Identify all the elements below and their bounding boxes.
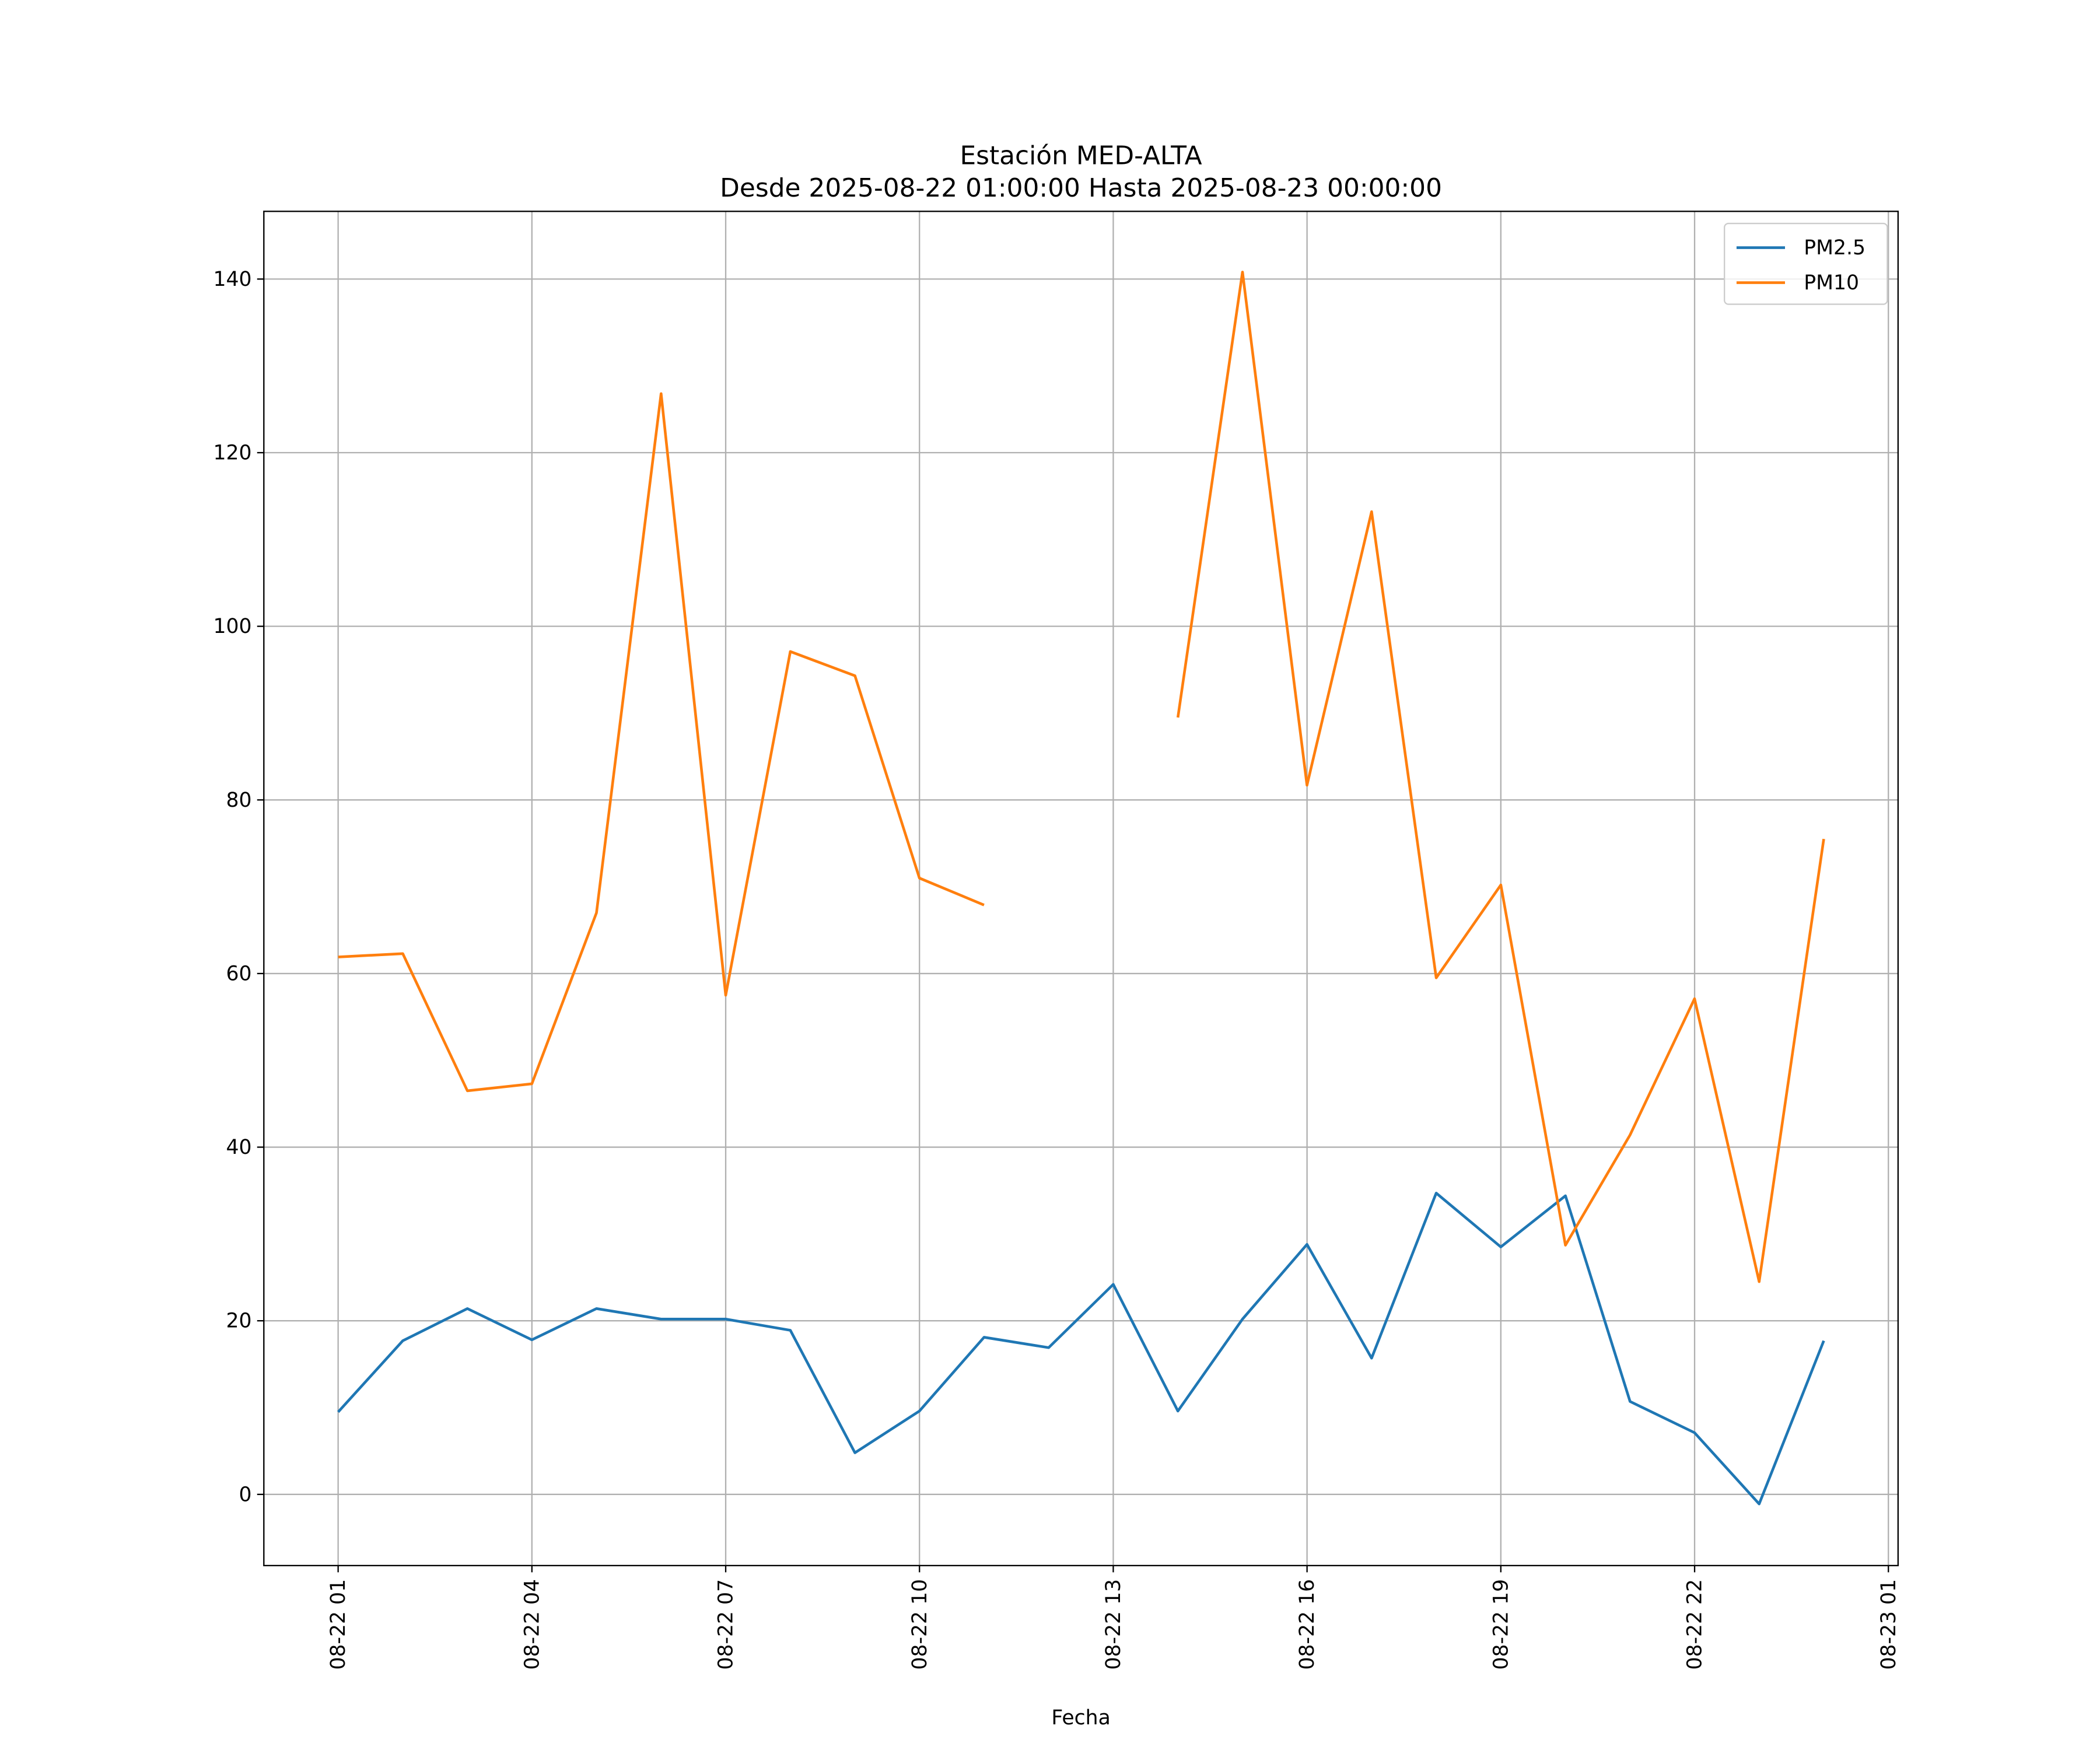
y-tick-label: 0: [239, 1483, 252, 1506]
x-tick-label: 08-22 10: [908, 1579, 932, 1670]
series-line-pm10: [1176, 271, 1825, 1283]
series-line-pm10: [338, 392, 985, 1093]
x-tick-label: 08-22 22: [1684, 1579, 1707, 1670]
legend-label: PM2.5: [1804, 236, 1866, 260]
x-tick-label: 08-22 19: [1489, 1579, 1513, 1670]
y-tick-label: 120: [213, 442, 251, 465]
y-tick-label: 40: [226, 1136, 251, 1159]
chart-subtitle: Desde 2025-08-22 01:00:00 Hasta 2025-08-…: [720, 173, 1442, 203]
x-tick-label: 08-22 07: [715, 1579, 738, 1670]
y-tick-label: 140: [213, 268, 251, 291]
y-tick-label: 80: [226, 789, 251, 812]
x-axis-label: Fecha: [1051, 1706, 1110, 1730]
y-axis: 0 20 40 60 80 100 120 140: [213, 268, 264, 1506]
legend: PM2.5 PM10: [1723, 222, 1888, 305]
x-tick-label: 08-22 13: [1102, 1579, 1125, 1670]
x-tick-label: 08-22 01: [327, 1579, 350, 1670]
y-tick-label: 60: [226, 962, 251, 985]
x-tick-label: 08-22 16: [1296, 1579, 1319, 1670]
grid: [264, 211, 1898, 1566]
x-tick-label: 08-23 01: [1877, 1579, 1901, 1670]
chart-title: Estación MED-ALTA: [960, 141, 1202, 171]
y-tick-label: 20: [226, 1310, 251, 1333]
series-line-pm25: [337, 1191, 1825, 1506]
x-tick-label: 08-22 04: [520, 1579, 544, 1670]
x-axis: 08-22 01 08-22 04 08-22 07 08-22 10 08-22 13…: [327, 1565, 1901, 1670]
y-tick-label: 100: [213, 615, 251, 638]
series-lines: [337, 271, 1825, 1506]
legend-label: PM10: [1804, 271, 1859, 295]
plot-frame: [263, 211, 1899, 1566]
